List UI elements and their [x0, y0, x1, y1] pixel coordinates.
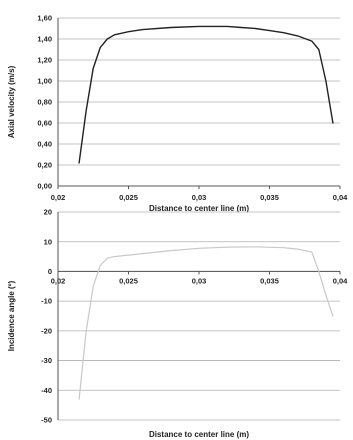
- chart-2: -50 -40 -30 -20 -10 0 10 20 0,02 0,025 0,03 0,035 0,…: [7, 208, 348, 439]
- y-tick-label: -10: [41, 297, 52, 306]
- y-tick-label: -40: [41, 386, 52, 395]
- y-tick-label: 1,40: [37, 35, 52, 44]
- y-tick-label: 0,00: [37, 182, 52, 191]
- y-tick-label: 20: [44, 208, 52, 217]
- x-tick-label: 0,025: [119, 276, 138, 285]
- x-tick-label: 0,03: [192, 193, 207, 202]
- x-tick-label: 0,03: [192, 276, 207, 285]
- y-tick-label: -50: [41, 416, 52, 425]
- y-tick-label: 1,00: [37, 77, 52, 86]
- x-tick-label: 0,04: [333, 276, 348, 285]
- x-tick-label: 0,035: [260, 276, 279, 285]
- chart-1: 0,00 0,20 0,40 0,60 0,80 1,00 1,20 1,40 1,60 0,02…: [7, 14, 348, 213]
- y-tick-label: 0,80: [37, 98, 52, 107]
- y-tick-label: 0,20: [37, 161, 52, 170]
- y-tick-label: 0,60: [37, 119, 52, 128]
- x-tick-label: 0,04: [333, 193, 348, 202]
- y-tick-label: 0,40: [37, 140, 52, 149]
- y-tick-label: -30: [41, 356, 52, 365]
- x-tick-label: 0,025: [119, 193, 138, 202]
- series-line: [78, 25, 334, 164]
- y-axis-title: Axial velocity (m/s): [7, 65, 16, 138]
- y-tick-label: 1,60: [37, 14, 52, 23]
- y-tick-label: 0: [48, 267, 52, 276]
- x-tick-label: 0,035: [260, 193, 279, 202]
- series-line: [78, 246, 334, 400]
- x-axis-title: Distance to center line (m): [149, 430, 249, 439]
- y-tick-label: -20: [41, 326, 52, 335]
- x-axis-title: Distance to center line (m): [149, 204, 249, 213]
- y-tick-label: 10: [44, 237, 52, 246]
- y-axis-title: Incidence angle (º): [7, 280, 16, 351]
- x-tick-label: 0,02: [51, 276, 66, 285]
- y-tick-label: 1,20: [37, 56, 52, 65]
- x-tick-label: 0,02: [51, 193, 66, 202]
